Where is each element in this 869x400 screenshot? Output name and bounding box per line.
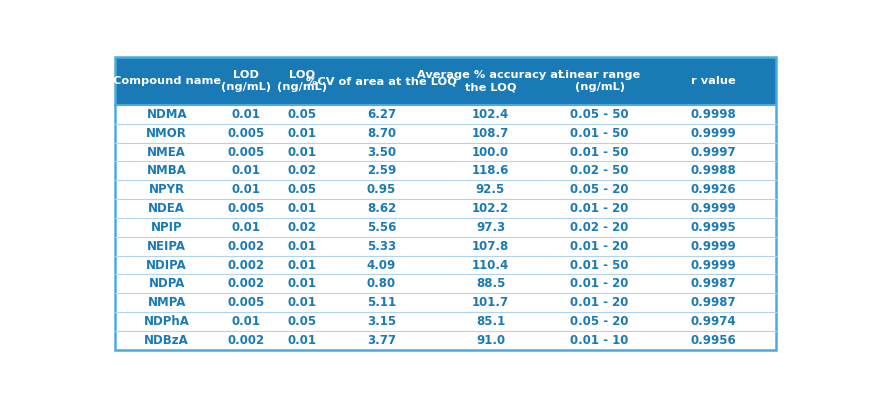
Text: 0.01: 0.01: [288, 240, 316, 253]
Text: 0.01 - 20: 0.01 - 20: [570, 296, 628, 309]
Text: 0.01: 0.01: [288, 334, 316, 347]
Text: 0.01: 0.01: [231, 108, 260, 121]
Text: 8.62: 8.62: [367, 202, 395, 215]
Text: 0.01: 0.01: [288, 278, 316, 290]
Text: 91.0: 91.0: [475, 334, 505, 347]
Text: 97.3: 97.3: [475, 221, 505, 234]
Text: 0.05: 0.05: [288, 183, 316, 196]
Text: 101.7: 101.7: [471, 296, 508, 309]
Text: 0.02: 0.02: [288, 221, 316, 234]
Text: 0.9999: 0.9999: [690, 202, 735, 215]
Text: NMPA: NMPA: [148, 296, 186, 309]
Text: 0.02 - 20: 0.02 - 20: [570, 221, 628, 234]
Text: 102.4: 102.4: [471, 108, 508, 121]
Text: NMBA: NMBA: [147, 164, 187, 178]
Text: 0.01 - 50: 0.01 - 50: [569, 146, 628, 158]
Text: 0.9999: 0.9999: [690, 258, 735, 272]
Text: 0.002: 0.002: [227, 240, 264, 253]
Text: 0.01 - 20: 0.01 - 20: [570, 202, 628, 215]
Text: 0.01: 0.01: [288, 127, 316, 140]
Text: 3.50: 3.50: [367, 146, 395, 158]
Text: 0.05: 0.05: [288, 315, 316, 328]
Text: 88.5: 88.5: [475, 278, 505, 290]
Text: 0.9987: 0.9987: [690, 296, 735, 309]
Text: 0.005: 0.005: [227, 296, 264, 309]
Text: 0.02: 0.02: [288, 164, 316, 178]
Text: 0.9998: 0.9998: [690, 108, 735, 121]
Text: NDEA: NDEA: [148, 202, 185, 215]
Text: 3.15: 3.15: [367, 315, 395, 328]
Text: 0.01: 0.01: [231, 183, 260, 196]
Text: 0.005: 0.005: [227, 202, 264, 215]
Text: 8.70: 8.70: [367, 127, 395, 140]
Text: 0.01 - 20: 0.01 - 20: [570, 240, 628, 253]
Text: 0.002: 0.002: [227, 334, 264, 347]
Text: NDMA: NDMA: [146, 108, 187, 121]
Text: 108.7: 108.7: [471, 127, 508, 140]
Text: 0.9987: 0.9987: [690, 278, 735, 290]
Text: Average % accuracy at
the LOQ: Average % accuracy at the LOQ: [417, 70, 563, 92]
Text: r value: r value: [690, 76, 735, 86]
Text: 0.95: 0.95: [367, 183, 395, 196]
Text: 0.02 - 50: 0.02 - 50: [569, 164, 628, 178]
Text: 0.01: 0.01: [288, 258, 316, 272]
Text: 3.77: 3.77: [367, 334, 395, 347]
Text: 0.01 - 10: 0.01 - 10: [570, 334, 628, 347]
Text: 0.01: 0.01: [231, 315, 260, 328]
Text: NMOR: NMOR: [146, 127, 187, 140]
Text: 0.01: 0.01: [288, 146, 316, 158]
Text: 0.01 - 20: 0.01 - 20: [570, 278, 628, 290]
Text: LOQ
(ng/mL): LOQ (ng/mL): [277, 70, 327, 92]
Text: 0.01: 0.01: [288, 202, 316, 215]
Text: 0.01: 0.01: [231, 164, 260, 178]
Text: 92.5: 92.5: [475, 183, 505, 196]
Text: %CV of area at the LOQ: %CV of area at the LOQ: [306, 76, 456, 86]
Text: NEIPA: NEIPA: [147, 240, 186, 253]
Text: 0.01 - 50: 0.01 - 50: [569, 127, 628, 140]
Text: NDBzA: NDBzA: [144, 334, 189, 347]
Text: NPIP: NPIP: [150, 221, 182, 234]
Text: 0.9956: 0.9956: [690, 334, 735, 347]
Text: NDIPA: NDIPA: [146, 258, 187, 272]
Text: 0.05 - 50: 0.05 - 50: [569, 108, 628, 121]
Text: 0.01: 0.01: [231, 221, 260, 234]
Text: 0.01 - 50: 0.01 - 50: [569, 258, 628, 272]
Text: 0.9999: 0.9999: [690, 127, 735, 140]
Text: 0.05 - 20: 0.05 - 20: [569, 315, 628, 328]
Text: 5.56: 5.56: [367, 221, 395, 234]
Text: NDPhA: NDPhA: [143, 315, 189, 328]
Text: 0.002: 0.002: [227, 278, 264, 290]
Text: 0.9999: 0.9999: [690, 240, 735, 253]
Text: 0.005: 0.005: [227, 127, 264, 140]
Text: 0.002: 0.002: [227, 258, 264, 272]
Text: 0.80: 0.80: [367, 278, 395, 290]
Text: 4.09: 4.09: [367, 258, 395, 272]
Text: 0.9997: 0.9997: [690, 146, 735, 158]
Text: Compound name: Compound name: [112, 76, 221, 86]
Text: 85.1: 85.1: [475, 315, 505, 328]
Text: 0.9988: 0.9988: [690, 164, 735, 178]
Text: 110.4: 110.4: [471, 258, 508, 272]
Text: NDPA: NDPA: [149, 278, 185, 290]
Text: NMEA: NMEA: [147, 146, 186, 158]
Text: 0.9926: 0.9926: [690, 183, 735, 196]
Text: 5.11: 5.11: [367, 296, 395, 309]
Text: Linear range
(ng/mL): Linear range (ng/mL): [558, 70, 640, 92]
Text: 0.005: 0.005: [227, 146, 264, 158]
Text: 0.05: 0.05: [288, 108, 316, 121]
Text: 0.9974: 0.9974: [690, 315, 735, 328]
Text: 100.0: 100.0: [471, 146, 508, 158]
Text: 6.27: 6.27: [367, 108, 395, 121]
Text: NPYR: NPYR: [149, 183, 184, 196]
Text: 2.59: 2.59: [367, 164, 395, 178]
Text: 118.6: 118.6: [471, 164, 508, 178]
Text: LOD
(ng/mL): LOD (ng/mL): [221, 70, 270, 92]
Text: 0.9995: 0.9995: [690, 221, 735, 234]
Text: 0.01: 0.01: [288, 296, 316, 309]
Text: 5.33: 5.33: [367, 240, 395, 253]
Text: 0.05 - 20: 0.05 - 20: [569, 183, 628, 196]
Text: 107.8: 107.8: [471, 240, 508, 253]
Text: 102.2: 102.2: [471, 202, 508, 215]
